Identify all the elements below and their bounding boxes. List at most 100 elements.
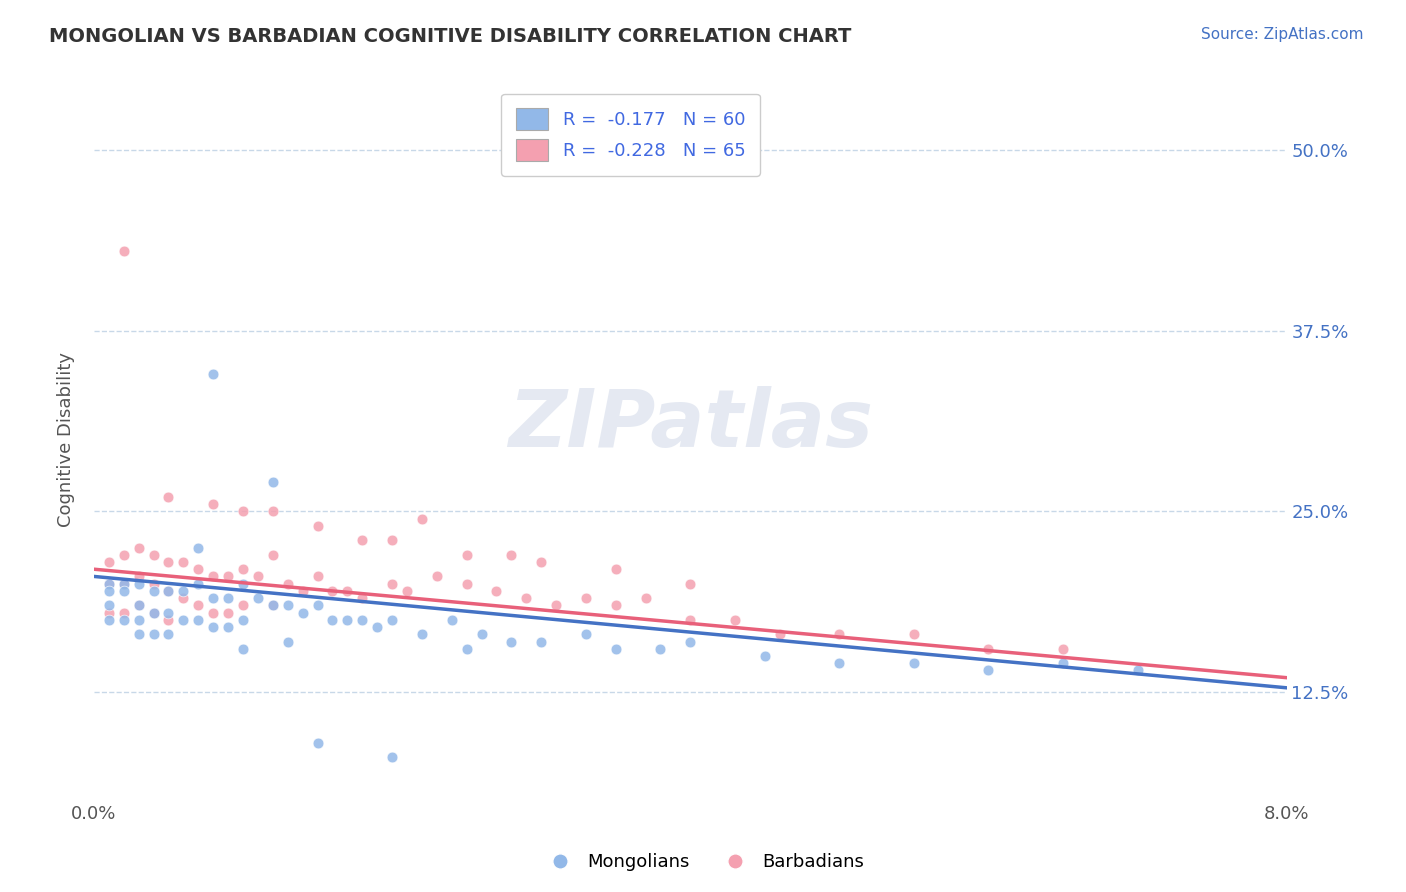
Point: [157, 627, 180, 641]
Point: [426, 569, 449, 583]
Point: [903, 627, 925, 641]
Point: [277, 634, 299, 648]
Point: [605, 599, 627, 613]
Point: [336, 613, 359, 627]
Point: [187, 599, 209, 613]
Point: [97, 555, 120, 569]
Point: [128, 569, 150, 583]
Point: [128, 627, 150, 641]
Point: [97, 606, 120, 620]
Point: [262, 548, 284, 562]
Point: [724, 613, 747, 627]
Point: [112, 576, 135, 591]
Point: [352, 613, 374, 627]
Point: [366, 620, 388, 634]
Point: [381, 576, 404, 591]
Point: [97, 583, 120, 598]
Point: [307, 736, 329, 750]
Point: [307, 569, 329, 583]
Point: [679, 634, 702, 648]
Point: [97, 613, 120, 627]
Point: [157, 555, 180, 569]
Point: [112, 548, 135, 562]
Point: [679, 576, 702, 591]
Point: [485, 583, 508, 598]
Point: [352, 591, 374, 606]
Point: [903, 657, 925, 671]
Point: [187, 562, 209, 576]
Point: [128, 576, 150, 591]
Point: [112, 606, 135, 620]
Point: [157, 613, 180, 627]
Point: [172, 555, 194, 569]
Point: [232, 504, 254, 518]
Point: [97, 599, 120, 613]
Point: [232, 641, 254, 656]
Point: [246, 591, 269, 606]
Point: [828, 657, 851, 671]
Point: [112, 244, 135, 258]
Point: [515, 591, 537, 606]
Point: [262, 475, 284, 490]
Point: [202, 569, 225, 583]
Point: [187, 613, 209, 627]
Point: [456, 548, 478, 562]
Point: [232, 613, 254, 627]
Point: [575, 591, 598, 606]
Point: [217, 620, 239, 634]
Point: [112, 613, 135, 627]
Point: [277, 599, 299, 613]
Point: [291, 606, 314, 620]
Point: [202, 620, 225, 634]
Point: [142, 606, 165, 620]
Point: [307, 518, 329, 533]
Point: [157, 606, 180, 620]
Point: [1126, 664, 1149, 678]
Point: [142, 606, 165, 620]
Point: [977, 641, 1000, 656]
Point: [262, 504, 284, 518]
Point: [277, 576, 299, 591]
Point: [411, 627, 433, 641]
Point: [157, 583, 180, 598]
Point: [97, 576, 120, 591]
Point: [142, 583, 165, 598]
Point: [112, 583, 135, 598]
Point: [381, 533, 404, 548]
Point: [530, 555, 553, 569]
Point: [395, 583, 418, 598]
Point: [112, 576, 135, 591]
Point: [172, 583, 194, 598]
Point: [321, 583, 343, 598]
Point: [456, 576, 478, 591]
Text: ZIPatlas: ZIPatlas: [508, 385, 873, 464]
Point: [381, 613, 404, 627]
Point: [172, 613, 194, 627]
Text: MONGOLIAN VS BARBADIAN COGNITIVE DISABILITY CORRELATION CHART: MONGOLIAN VS BARBADIAN COGNITIVE DISABIL…: [49, 27, 852, 45]
Point: [97, 576, 120, 591]
Point: [501, 548, 523, 562]
Legend: R =  -0.177   N = 60, R =  -0.228   N = 65: R = -0.177 N = 60, R = -0.228 N = 65: [502, 94, 759, 176]
Point: [202, 606, 225, 620]
Point: [352, 533, 374, 548]
Point: [142, 576, 165, 591]
Point: [650, 641, 672, 656]
Point: [128, 541, 150, 555]
Point: [546, 599, 568, 613]
Point: [128, 613, 150, 627]
Point: [456, 641, 478, 656]
Point: [128, 599, 150, 613]
Y-axis label: Cognitive Disability: Cognitive Disability: [58, 351, 75, 526]
Point: [828, 627, 851, 641]
Point: [172, 591, 194, 606]
Point: [142, 627, 165, 641]
Point: [605, 641, 627, 656]
Point: [307, 599, 329, 613]
Point: [262, 599, 284, 613]
Point: [679, 613, 702, 627]
Point: [1052, 641, 1074, 656]
Point: [291, 583, 314, 598]
Point: [217, 606, 239, 620]
Point: [232, 562, 254, 576]
Point: [232, 599, 254, 613]
